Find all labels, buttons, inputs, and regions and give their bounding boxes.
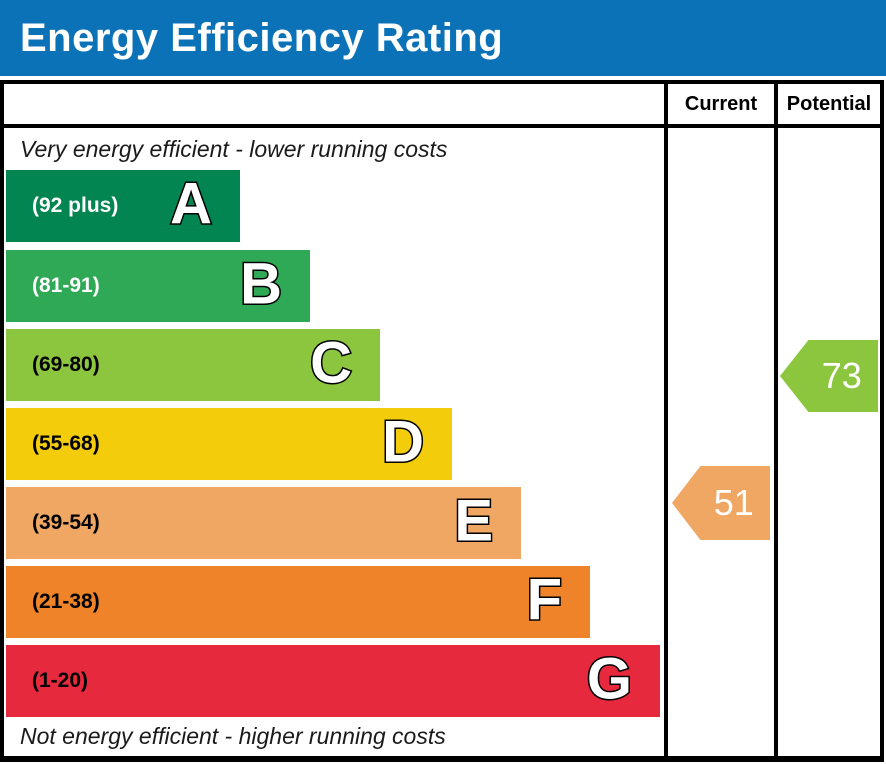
band-G: (1-20) G bbox=[6, 645, 660, 717]
band-B-range-label: (81-91) bbox=[32, 274, 100, 297]
band-A: (92 plus) A bbox=[6, 170, 240, 242]
band-G-letter: G bbox=[585, 646, 633, 712]
band-A-range-label: (92 plus) bbox=[32, 194, 119, 217]
band-E-letter: E bbox=[453, 488, 495, 554]
potential-column-divider bbox=[774, 84, 778, 756]
band-G-range-label: (1-20) bbox=[32, 669, 89, 692]
potential-rating-value: 73 bbox=[821, 355, 862, 396]
title-bar: Energy Efficiency Rating bbox=[0, 0, 886, 76]
band-A-letter: A bbox=[169, 171, 214, 237]
current-rating-value: 51 bbox=[713, 482, 754, 523]
band-C-range-label: (69-80) bbox=[32, 353, 100, 376]
band-F: (21-38) F bbox=[6, 566, 590, 638]
column-header-potential: Potential bbox=[786, 92, 872, 115]
band-D-letter: D bbox=[381, 409, 426, 475]
column-header-current: Current bbox=[684, 92, 758, 115]
caption-not-efficient: Not energy efficient - higher running co… bbox=[20, 723, 446, 749]
band-E-range-label: (39-54) bbox=[32, 511, 100, 534]
band-D: (55-68) D bbox=[6, 408, 452, 480]
band-C: (69-80) C bbox=[6, 329, 380, 401]
caption-very-efficient: Very energy efficient - lower running co… bbox=[20, 136, 448, 162]
current-column-divider bbox=[664, 84, 668, 756]
band-C-letter: C bbox=[309, 330, 354, 396]
band-B: (81-91) B bbox=[6, 250, 310, 322]
header-row-divider bbox=[4, 124, 880, 128]
page-title: Energy Efficiency Rating bbox=[20, 15, 504, 60]
band-B-letter: B bbox=[239, 251, 284, 317]
band-F-letter: F bbox=[525, 567, 563, 633]
band-D-range-label: (55-68) bbox=[32, 432, 100, 455]
band-E: (39-54) E bbox=[6, 487, 521, 559]
band-F-range-label: (21-38) bbox=[32, 590, 100, 613]
